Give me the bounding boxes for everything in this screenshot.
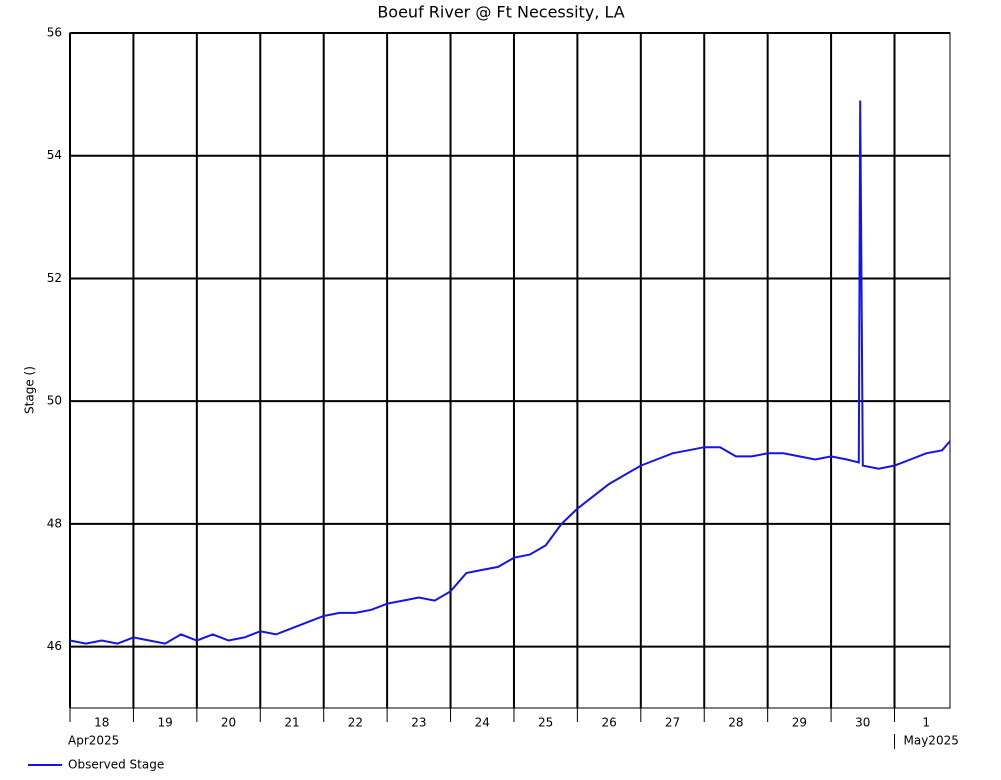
x-tick-label: 23 (411, 716, 426, 730)
chart-title: Boeuf River @ Ft Necessity, LA (377, 3, 624, 22)
y-tick-label: 48 (47, 516, 62, 530)
x-tick-label: 26 (601, 716, 616, 730)
y-tick-label: 46 (47, 639, 62, 653)
x-tick-label: 30 (855, 716, 870, 730)
x-tick-label: 22 (348, 716, 363, 730)
x-tick-label: 25 (538, 716, 553, 730)
x-tick-label: 19 (157, 716, 172, 730)
x-tick-label: 28 (728, 716, 743, 730)
plot-frame (69, 32, 951, 709)
y-tick-label: 52 (47, 271, 62, 285)
data-line (69, 100, 951, 645)
y-tick-label: 54 (47, 148, 62, 162)
x-tick-label: 18 (94, 716, 109, 730)
x-tick-label: 1 (922, 716, 930, 730)
x-tick-label: 29 (792, 716, 807, 730)
x-tick-label: 24 (475, 716, 490, 730)
period-label: Apr2025 (68, 734, 119, 748)
period-label: May2025 (904, 734, 959, 748)
x-tick-label: 20 (221, 716, 236, 730)
x-tick-label: 21 (284, 716, 299, 730)
y-tick-label: 50 (47, 394, 62, 408)
y-axis-label: Stage () (23, 366, 37, 414)
legend-label: Observed Stage (68, 758, 164, 772)
y-tick-label: 56 (47, 26, 62, 40)
x-tick-label: 27 (665, 716, 680, 730)
